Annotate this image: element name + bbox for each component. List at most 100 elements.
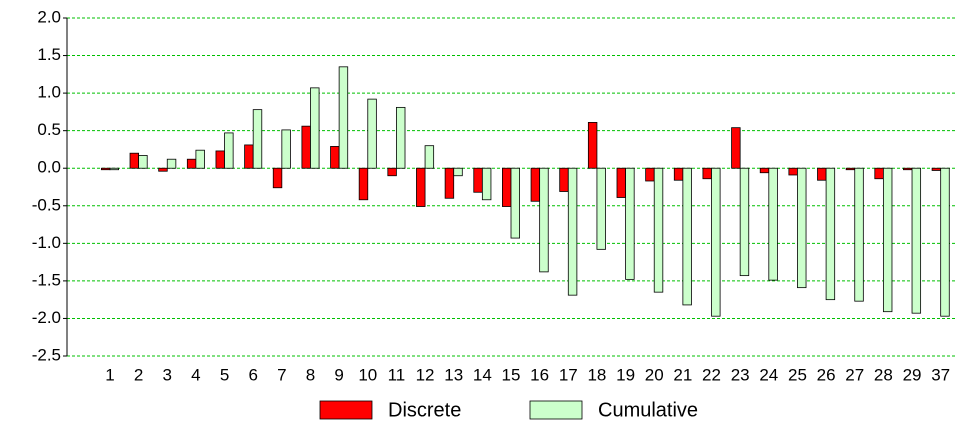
y-tick-label: -1.5 [32,270,61,289]
bar [854,167,864,302]
bar [252,109,263,169]
bar [424,145,435,169]
legend-swatch [319,400,373,420]
bar [616,167,626,198]
bar [330,146,340,169]
bar [338,66,349,169]
bar [845,167,856,171]
bar [510,167,520,239]
bar [186,158,197,169]
bar [530,167,541,202]
bar [731,127,741,169]
bar [539,167,549,273]
x-tick-label: 9 [334,365,343,384]
bar [453,167,463,177]
x-tick-label: 24 [759,365,778,384]
x-tick-label: 23 [731,365,750,384]
bar [100,167,111,171]
bar [138,155,148,169]
bar [272,167,283,189]
y-tick-label: -2.5 [32,345,61,364]
x-tick-label: 29 [903,365,922,384]
bar [768,167,778,281]
legend: Discrete Cumulative [319,399,698,421]
bar [358,167,369,201]
y-tick-label: -1.0 [32,233,61,252]
x-tick-label: 1 [105,365,114,384]
bar [797,167,807,289]
x-tick-label: 15 [502,365,521,384]
bar [682,167,692,306]
bar [817,167,827,181]
bar [473,167,483,193]
bar [825,167,836,301]
y-tick-label: 2.0 [37,7,61,26]
bar [129,152,140,169]
bar [625,167,635,280]
bar [166,158,177,169]
legend-label: Discrete [388,399,461,421]
bar [244,144,254,169]
x-tick-label: 4 [191,365,200,384]
bar [940,167,950,317]
bar [759,167,770,174]
x-tick-label: 27 [845,365,864,384]
x-tick-label: 6 [248,365,257,384]
x-tick-label: 25 [788,365,807,384]
bar [481,167,492,201]
bar [502,167,512,207]
legend-swatch [529,400,583,420]
bar [882,167,893,313]
bar [587,122,598,169]
x-tick-label: 19 [616,365,635,384]
bar [567,167,578,296]
x-tick-label: 20 [645,365,664,384]
bar [310,87,320,169]
bar [109,167,119,171]
x-tick-label: 26 [817,365,836,384]
bar [931,167,942,171]
bar [874,167,884,180]
bar [739,167,750,277]
bar [788,167,798,176]
x-tick-label: 12 [416,365,435,384]
y-tick-label: 0.5 [37,120,61,139]
x-tick-label: 8 [306,365,315,384]
x-tick-label: 28 [874,365,893,384]
x-tick-label: 17 [559,365,578,384]
bar [702,167,712,180]
bar [224,132,234,169]
bar [903,167,913,171]
bar [215,150,225,169]
bar [673,167,684,181]
x-tick-label: 5 [220,365,229,384]
x-tick-label: 2 [134,365,143,384]
y-tick-label: 0.0 [37,158,61,177]
x-tick-label: 37 [931,365,950,384]
bar [911,167,922,314]
bar [559,167,569,192]
bar [387,167,397,177]
x-tick-label: 7 [277,365,286,384]
bar [711,167,721,317]
y-tick-label: -2.0 [32,308,61,327]
y-tick-label: 1.5 [37,45,61,64]
bar [645,167,655,182]
x-tick-label: 14 [473,365,492,384]
bar [301,125,311,169]
bar [158,167,168,172]
bar [281,129,291,169]
x-tick-label: 16 [530,365,549,384]
x-tick-label: 11 [388,365,406,384]
bar [653,167,664,293]
x-tick-label: 21 [673,365,692,384]
x-tick-label: 3 [163,365,172,384]
x-tick-label: 10 [358,365,377,384]
y-tick-label: -0.5 [32,195,61,214]
bar [596,167,606,250]
bar [416,167,426,207]
legend-label: Cumulative [598,399,698,421]
x-tick-label: 18 [587,365,606,384]
bar [367,98,377,169]
